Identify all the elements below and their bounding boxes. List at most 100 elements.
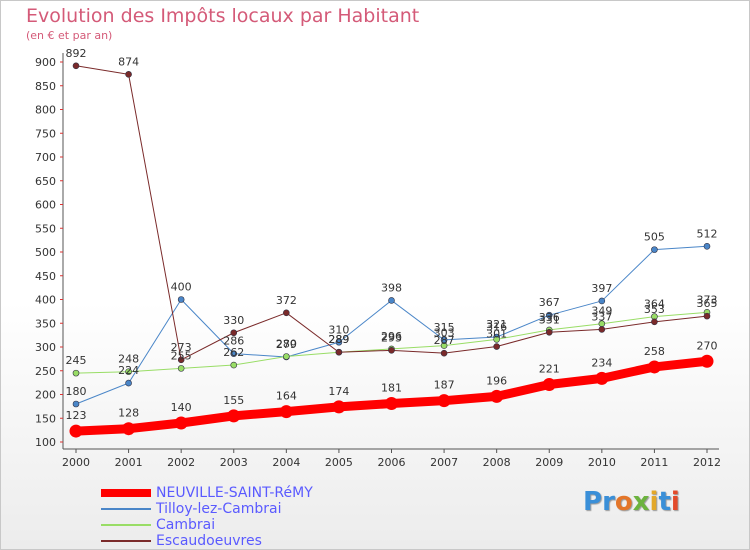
data-label: 140 [171, 401, 192, 414]
data-point [69, 424, 83, 438]
data-point [279, 405, 293, 419]
data-label: 310 [328, 323, 349, 336]
data-point [72, 369, 80, 377]
y-tick-label: 250 [35, 365, 56, 378]
data-point [335, 338, 343, 346]
y-tick-label: 600 [35, 199, 56, 212]
data-label: 330 [223, 314, 244, 327]
x-tick-label: 2002 [167, 456, 195, 469]
data-label: 372 [276, 294, 297, 307]
y-tick-label: 700 [35, 151, 56, 164]
data-label: 296 [381, 330, 402, 343]
data-label: 336 [539, 311, 560, 324]
data-point [283, 353, 290, 360]
y-tick-label: 350 [35, 317, 56, 330]
data-point [437, 394, 451, 408]
x-tick-label: 2006 [378, 456, 406, 469]
y-tick-label: 750 [35, 127, 56, 140]
data-point [227, 409, 241, 423]
data-point [598, 326, 606, 333]
data-point [440, 349, 448, 357]
data-point [490, 389, 504, 403]
data-label: 234 [591, 356, 612, 369]
data-label: 181 [381, 382, 402, 395]
data-label: 512 [697, 227, 718, 240]
x-tick-label: 2009 [535, 456, 563, 469]
data-label: 224 [118, 364, 139, 377]
data-point [125, 71, 132, 78]
data-label: 262 [223, 346, 244, 359]
data-label: 187 [434, 379, 455, 392]
data-label: 365 [697, 297, 718, 310]
y-tick-label: 450 [35, 270, 56, 283]
chart-subtitle: (en € et par an) [26, 29, 113, 42]
data-point [493, 336, 500, 343]
data-label: 287 [434, 334, 455, 347]
data-label: 255 [171, 349, 192, 362]
data-label: 289 [328, 333, 349, 346]
data-point [651, 318, 658, 326]
data-label: 316 [486, 320, 507, 333]
x-tick-label: 2005 [325, 456, 353, 469]
y-tick-label: 150 [35, 412, 56, 425]
data-label: 286 [223, 335, 244, 348]
data-label: 248 [118, 353, 139, 366]
legend-label: NEUVILLE-SAINT-RéMY [156, 485, 313, 501]
data-point [177, 365, 185, 372]
data-label: 155 [223, 394, 244, 407]
data-label: 349 [591, 305, 612, 318]
legend-swatch [101, 508, 151, 510]
x-tick-label: 2003 [220, 456, 248, 469]
data-label: 270 [697, 339, 718, 352]
data-point [440, 342, 448, 349]
data-point [125, 379, 132, 387]
data-label: 293 [381, 331, 402, 344]
data-label: 892 [66, 47, 87, 60]
legend-swatch [101, 540, 151, 542]
y-tick-label: 800 [35, 104, 56, 117]
x-tick-label: 2001 [115, 456, 143, 469]
data-point [177, 296, 185, 303]
data-point [703, 243, 711, 250]
data-label: 337 [591, 310, 612, 323]
data-label: 353 [644, 303, 665, 316]
data-label: 400 [171, 281, 192, 294]
data-label: 280 [276, 338, 297, 351]
x-tick-label: 2008 [483, 456, 511, 469]
legend-label: Escaudoeuvres [156, 533, 262, 549]
legend-swatch [101, 524, 151, 526]
data-label: 367 [539, 296, 560, 309]
y-tick-label: 650 [35, 175, 56, 188]
data-label: 279 [276, 338, 297, 351]
legend-label: Cambrai [156, 517, 216, 533]
y-tick-label: 900 [35, 56, 56, 69]
data-point [598, 297, 606, 305]
data-label: 164 [276, 390, 297, 403]
data-point [647, 360, 661, 374]
data-label: 128 [118, 407, 139, 420]
data-label: 174 [328, 385, 349, 398]
data-label: 364 [644, 298, 665, 311]
data-point [230, 329, 238, 337]
data-point [283, 309, 290, 317]
chart-title: Evolution des Impôts locaux par Habitant [26, 5, 420, 27]
legend-label: Tilloy-lez-Cambrai [156, 501, 282, 517]
data-label: 303 [434, 327, 455, 340]
y-tick-label: 550 [35, 222, 56, 235]
data-point [174, 416, 188, 430]
data-point [385, 397, 398, 411]
y-tick-label: 500 [35, 246, 56, 259]
y-tick-label: 200 [35, 389, 56, 402]
x-tick-label: 2010 [588, 456, 616, 469]
data-point [651, 246, 658, 253]
data-point [177, 356, 185, 364]
data-label: 289 [328, 333, 349, 346]
data-label: 273 [171, 341, 192, 354]
data-point [125, 368, 132, 376]
data-point [493, 343, 500, 350]
data-label: 315 [434, 321, 455, 334]
data-label: 221 [539, 363, 560, 376]
data-point [122, 422, 136, 436]
